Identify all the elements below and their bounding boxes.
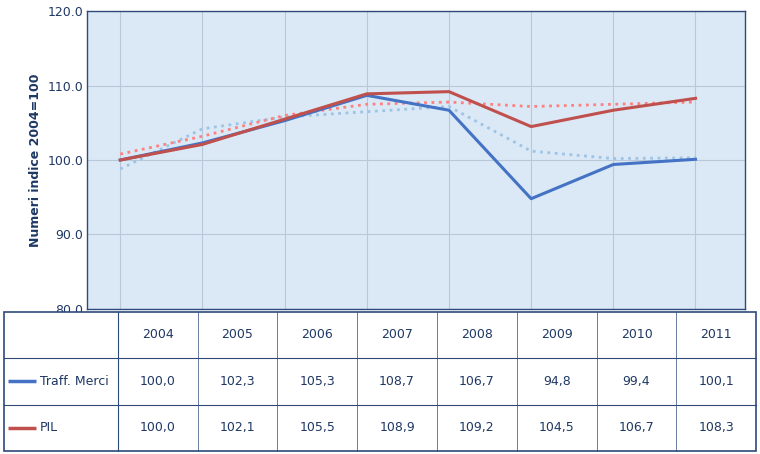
Text: 2008: 2008 — [461, 328, 492, 341]
Text: 94,8: 94,8 — [543, 375, 571, 388]
Text: 100,1: 100,1 — [698, 375, 734, 388]
Text: 2007: 2007 — [382, 328, 413, 341]
Text: 104,5: 104,5 — [539, 421, 575, 434]
Text: 100,0: 100,0 — [140, 375, 176, 388]
Text: 2010: 2010 — [621, 328, 652, 341]
Text: 2006: 2006 — [302, 328, 333, 341]
Text: 105,3: 105,3 — [299, 375, 335, 388]
Text: Traff. Merci: Traff. Merci — [40, 375, 108, 388]
Text: 108,3: 108,3 — [698, 421, 734, 434]
Text: 2005: 2005 — [222, 328, 253, 341]
Text: 102,3: 102,3 — [220, 375, 255, 388]
Text: 109,2: 109,2 — [459, 421, 495, 434]
Text: 2009: 2009 — [541, 328, 572, 341]
Text: PIL: PIL — [40, 421, 58, 434]
Text: 102,1: 102,1 — [220, 421, 255, 434]
Y-axis label: Numeri indice 2004=100: Numeri indice 2004=100 — [29, 73, 42, 247]
Text: 99,4: 99,4 — [622, 375, 651, 388]
Text: 100,0: 100,0 — [140, 421, 176, 434]
Text: 106,7: 106,7 — [619, 421, 654, 434]
Text: 108,9: 108,9 — [379, 421, 415, 434]
Text: 2011: 2011 — [701, 328, 732, 341]
Text: 105,5: 105,5 — [299, 421, 335, 434]
Text: 108,7: 108,7 — [379, 375, 415, 388]
Text: 106,7: 106,7 — [459, 375, 495, 388]
Text: 2004: 2004 — [142, 328, 173, 341]
